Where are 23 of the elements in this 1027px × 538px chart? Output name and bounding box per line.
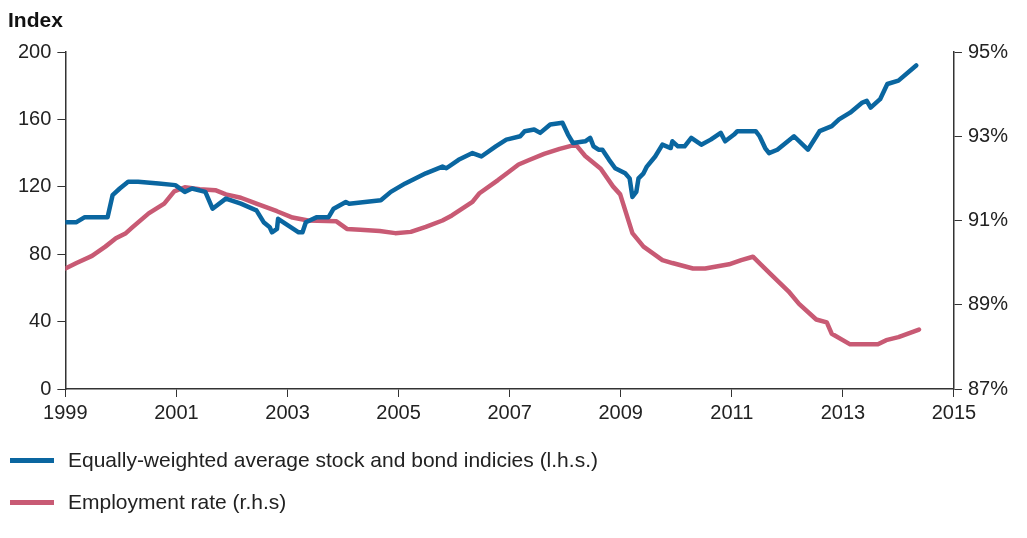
y2-tick-label: 87% — [967, 376, 1009, 399]
y-tick-label: 80 — [29, 241, 52, 264]
y-axis-title: Index — [8, 8, 64, 33]
legend-label: Equally-weighted average stock and bond indicies (l.h.s.) — [68, 448, 598, 472]
y-tick-label: 40 — [29, 309, 52, 332]
x-tick-label: 2007 — [487, 400, 532, 423]
y-tick-label: 160 — [17, 106, 52, 129]
x-tick-label: 1999 — [43, 400, 88, 423]
x-tick-label: 2011 — [710, 400, 754, 423]
y2-tick-label: 89% — [967, 292, 1009, 315]
y-tick-label: 0 — [40, 376, 52, 399]
x-tick-label: 2003 — [265, 400, 310, 423]
y2-tick-label: 93% — [967, 123, 1009, 146]
x-tick-label: 2001 — [154, 400, 199, 423]
y-tick-label: 200 — [17, 39, 52, 62]
y-tick-label: 120 — [17, 174, 52, 197]
y2-tick-label: 95% — [967, 39, 1009, 62]
x-tick-label: 2009 — [598, 400, 643, 423]
x-tick-label: 2015 — [931, 400, 977, 423]
y2-tick-label: 91% — [967, 208, 1009, 231]
legend-label: Employment rate (r.h.s) — [68, 490, 287, 514]
x-tick-label: 2005 — [376, 400, 421, 423]
x-tick-label: 2013 — [820, 400, 866, 423]
